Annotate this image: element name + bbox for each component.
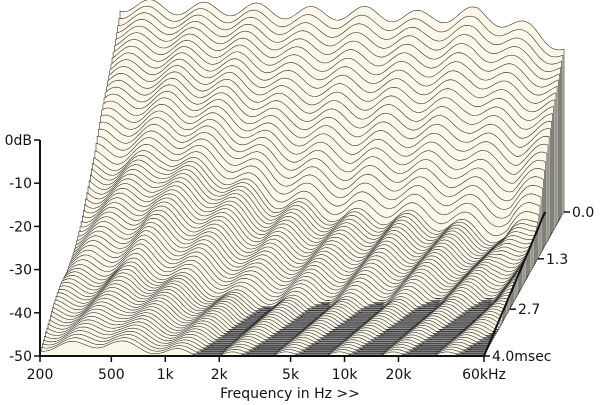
y-tick-label: -30 (9, 263, 32, 279)
x-tick-label: 2k (211, 367, 229, 383)
x-tick-label: 10k (332, 367, 359, 383)
surface-layer (39, 0, 565, 357)
x-tick-label: 1k (157, 367, 175, 383)
z-tick-label: 1.3 (546, 252, 568, 268)
time-slice (43, 330, 488, 351)
time-slice (44, 326, 489, 349)
z-axis-line (483, 211, 546, 357)
time-slice (42, 333, 487, 353)
x-tick-label: 500 (98, 367, 125, 383)
y-tick-label: 0dB (5, 133, 32, 149)
z-tick-label: 0.0 (572, 205, 594, 221)
y-tick-label: -20 (9, 219, 32, 235)
z-tick-label: 2.7 (518, 302, 540, 318)
z-tick-label: 4.0msec (492, 349, 552, 365)
x-tick-label: 60kHz (462, 367, 506, 383)
y-tick-label: -40 (9, 306, 32, 322)
x-tick-label: 5k (282, 367, 300, 383)
y-tick-label: -50 (9, 349, 32, 365)
x-axis-label: Frequency in Hz >> (220, 386, 360, 402)
time-slice (45, 323, 490, 346)
y-tick-label: -10 (9, 176, 32, 192)
tick-layer: 0dB -10 -20 -30 -40 -50 200 500 1k 2k 5k 10k 20k 60kH… (5, 133, 595, 383)
x-tick-label: 200 (27, 367, 54, 383)
x-tick-label: 20k (386, 367, 413, 383)
axes-layer (39, 140, 546, 357)
